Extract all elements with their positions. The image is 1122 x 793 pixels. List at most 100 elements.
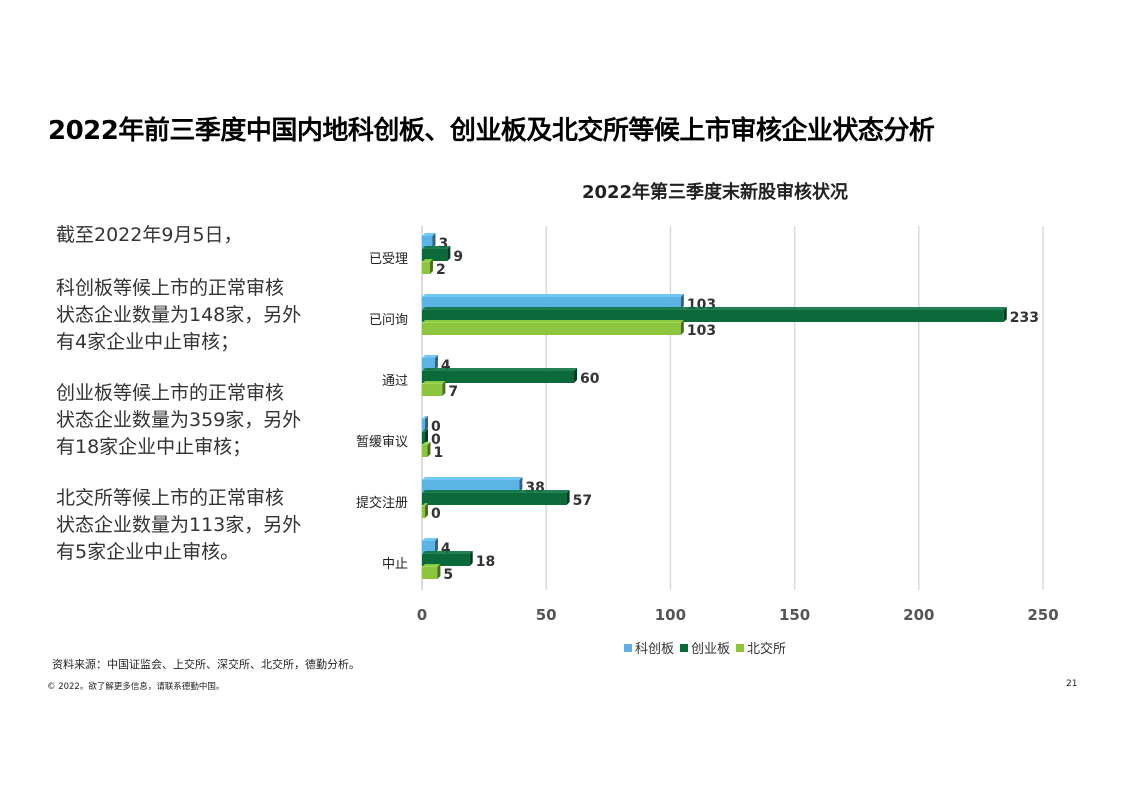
data-label: 103 [687,323,716,339]
legend-swatch [736,643,745,652]
bar-face [422,541,435,553]
bar [422,294,684,309]
bar [422,477,523,492]
bar-top [422,442,431,445]
bar-top [422,307,1007,310]
bar-face [422,236,433,248]
data-label: 0 [431,432,441,448]
bar-side [680,320,684,335]
x-tick-label: 150 [779,606,810,624]
bar-top [422,259,433,262]
bar-side [427,442,431,457]
bar [422,320,684,335]
bar-face [422,506,425,518]
data-label: 0 [431,506,441,522]
bar-face [422,480,520,492]
x-tick-label: 250 [1027,606,1058,624]
bar-face [422,567,438,579]
x-tick-label: 50 [536,606,557,624]
bar [422,564,441,579]
legend-item: 科创板 [624,638,674,657]
bar-face [422,358,435,370]
bar-side [425,503,428,518]
bar-face [422,262,430,274]
bar [422,551,473,566]
bar [422,490,570,505]
bar-top [422,320,684,323]
legend-label: 北交所 [747,642,787,657]
bar [422,355,438,370]
bar-face [422,445,428,457]
bar-top [422,551,473,554]
category-label: 已受理 [369,252,408,267]
data-label: 18 [476,554,495,570]
bar-face [422,493,567,505]
bar-side [432,233,436,248]
bar [422,416,428,431]
bar-face [422,419,425,431]
bar-side [680,294,684,309]
bar-top [422,233,436,236]
legend-item: 创业板 [680,638,730,657]
bar-top [422,416,428,419]
category-label: 通过 [382,374,408,389]
bar [422,246,451,261]
bar-side [429,259,433,274]
category-label: 提交注册 [356,495,408,511]
x-tick-label: 100 [655,606,686,624]
bar-face [422,323,681,335]
bar [422,381,446,396]
summary-date: 截至2022年9月5日， [56,224,243,246]
data-label: 233 [1010,310,1039,326]
bar [422,538,438,553]
data-label: 7 [448,384,458,400]
bar-face [422,297,681,309]
legend-label: 创业板 [691,642,731,657]
bar-side [425,429,428,444]
bar-side [1003,307,1007,322]
copyright-footer: © 2022。欲了解更多信息，请联系德勤中国。 [47,682,225,692]
data-label: 4 [441,358,451,374]
bar-top [422,368,578,371]
bar-side [442,381,446,396]
bar-side [437,564,441,579]
summary-bse: 北交所等候上市的正常审核 状态企业数量为113家，另外 有5家企业中止审核。 [56,487,302,563]
bar-top [422,490,570,493]
chart-title: 2022年第三季度末新股审核状况 [581,182,849,203]
bar-face [422,554,470,566]
x-tick-label: 200 [903,606,934,624]
chart-legend: 科创板 创业板 北交所 [624,638,792,657]
x-tick-label: 0 [417,606,427,624]
bar-side [425,416,428,431]
bar-top [422,355,438,358]
summary-star-market: 科创板等候上市的正常审核 状态企业数量为148家，另外 有4家企业中止审核； [56,277,302,353]
bar-face [422,371,575,383]
bar-top [422,477,523,480]
data-label: 2 [436,262,446,278]
bar-face [422,310,1004,322]
page-number: 21 [1066,679,1078,689]
bar-side [469,551,473,566]
bar-face [422,384,443,396]
source-note: 资料来源：中国证监会、上交所、深交所、北交所，德勤分析。 [52,658,360,671]
data-label: 4 [441,541,451,557]
bar-face [422,249,448,261]
bar-side [519,477,523,492]
category-label: 已问询 [369,313,408,328]
data-label: 57 [573,493,592,509]
bar-top [422,294,684,297]
bar [422,307,1007,322]
bar-side [574,368,578,383]
category-label: 暂缓审议 [356,435,408,450]
bar [422,368,578,383]
bar-side [566,490,570,505]
bar-top [422,503,428,506]
bar [422,442,431,457]
bar [422,233,436,248]
bar-top [422,564,441,567]
bar-side [434,538,438,553]
bar-face [422,432,425,444]
legend-label: 科创板 [635,642,675,657]
summary-text: 截至2022年9月5日， 科创板等候上市的正常审核 状态企业数量为148家，另外… [56,222,356,590]
